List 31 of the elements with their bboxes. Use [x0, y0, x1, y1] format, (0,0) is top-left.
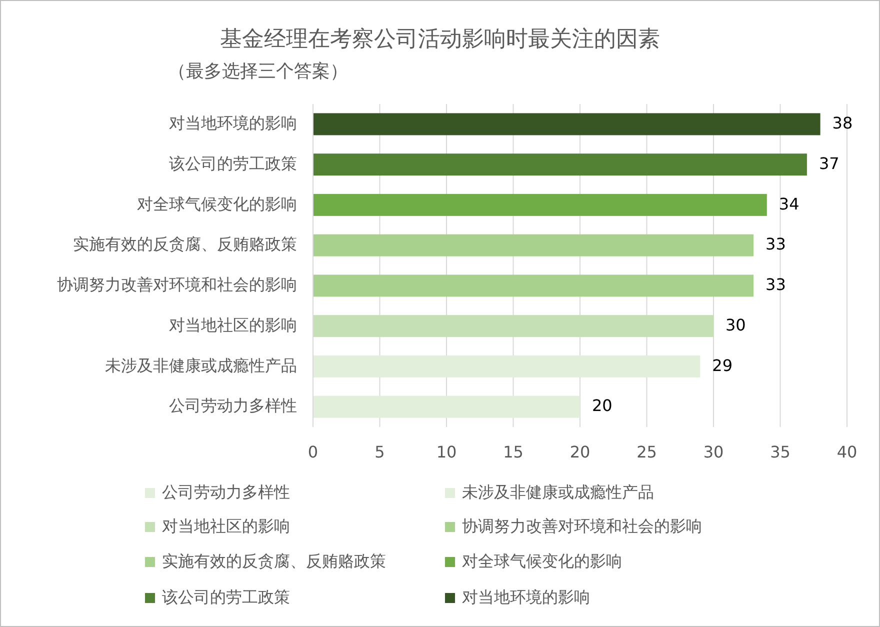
legend-label: 对当地环境的影响 [462, 587, 590, 606]
x-tick-label: 0 [308, 442, 318, 462]
chart-subtitle: （最多选择三个答案） [168, 60, 348, 82]
x-tick-label: 35 [770, 442, 790, 462]
x-tick-label: 25 [636, 442, 657, 462]
data-label: 30 [726, 315, 746, 334]
chart-title: 基金经理在考察公司活动影响时最关注的因素 [220, 27, 660, 52]
x-tick-label: 5 [374, 442, 385, 462]
x-tick-label: 10 [436, 442, 457, 462]
data-label: 33 [766, 275, 786, 294]
y-tick-label: 公司劳动力多样性 [169, 396, 297, 416]
data-label: 38 [832, 114, 853, 133]
y-tick-label: 对当地社区的影响 [169, 315, 297, 334]
data-label: 34 [778, 194, 800, 214]
x-tick-label: 30 [703, 442, 724, 462]
y-tick-label: 未涉及非健康或成瘾性产品 [105, 356, 297, 375]
y-tick-label: 协调努力改善对环境和社会的影响 [57, 275, 297, 294]
legend-label: 对全球气候变化的影响 [462, 551, 622, 570]
x-tick-label: 15 [503, 442, 524, 462]
legend-label: 协调努力改善对环境和社会的影响 [462, 516, 702, 536]
data-label: 37 [818, 154, 840, 173]
data-label: 29 [712, 356, 733, 375]
x-tick-label: 20 [570, 442, 590, 462]
x-tick-label: 40 [836, 442, 858, 462]
y-tick-label: 对全球气候变化的影响 [137, 194, 297, 214]
y-tick-label: 该公司的劳工政策 [169, 154, 297, 173]
legend-label: 未涉及非健康或成瘾性产品 [462, 482, 654, 502]
y-tick-label: 实施有效的反贪腐、反贿赂政策 [73, 234, 297, 254]
y-tick-label: 对当地环境的影响 [169, 114, 297, 133]
data-label: 33 [766, 234, 786, 254]
data-label: 20 [592, 396, 612, 416]
